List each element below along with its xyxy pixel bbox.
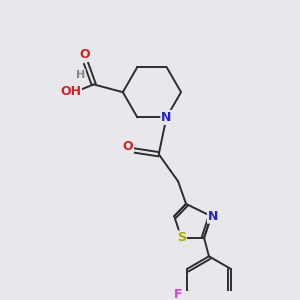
Text: O: O (80, 48, 90, 61)
Text: N: N (208, 210, 218, 223)
Text: F: F (174, 288, 183, 300)
Text: S: S (177, 231, 186, 244)
Text: H: H (76, 70, 85, 80)
Text: OH: OH (60, 85, 81, 98)
Text: N: N (161, 111, 172, 124)
Text: O: O (122, 140, 133, 153)
